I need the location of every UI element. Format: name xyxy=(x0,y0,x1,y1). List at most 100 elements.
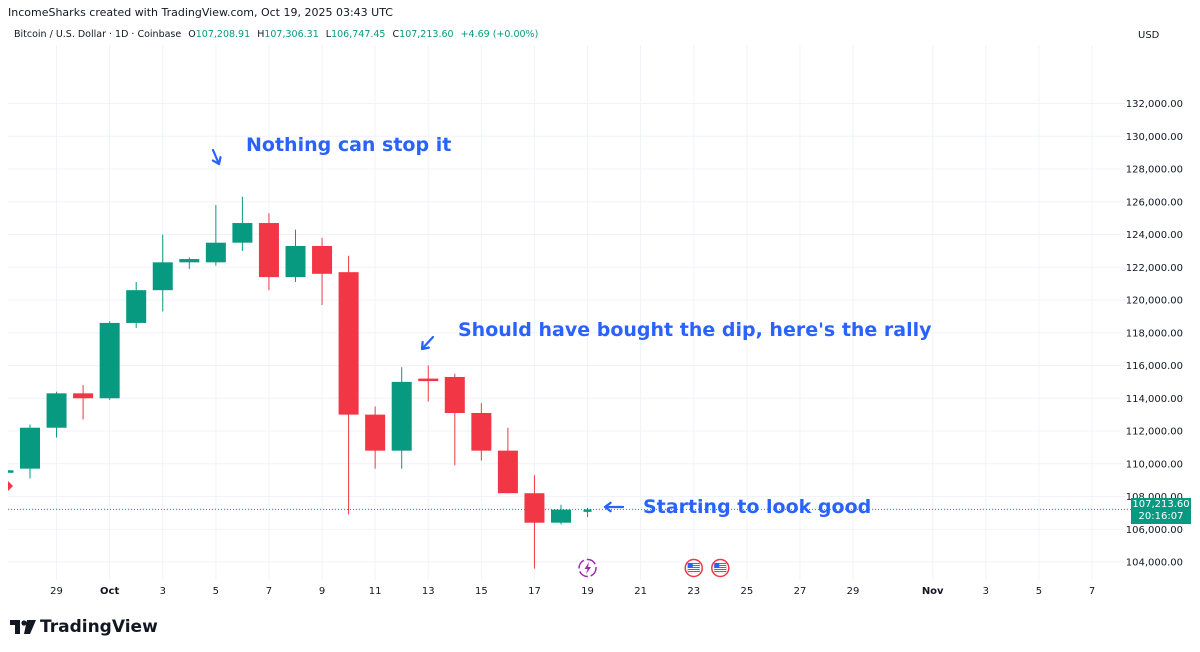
candle-sep-28[interactable] xyxy=(20,424,40,479)
symbol-info-line: Bitcoin / U.S. Dollar · 1D · Coinbase O1… xyxy=(14,29,538,40)
candle-body xyxy=(20,427,40,469)
arrow-down-left-icon xyxy=(420,335,435,351)
close-label: C xyxy=(392,29,400,40)
price-axis-label: 116,000.00 xyxy=(1126,361,1183,372)
low-value: 106,747.45 xyxy=(331,29,386,40)
candle-oct-1[interactable] xyxy=(99,321,120,400)
price-axis-label: 122,000.00 xyxy=(1126,263,1183,274)
arrow-down-icon xyxy=(211,148,221,166)
candle-oct-11[interactable] xyxy=(365,406,386,469)
tradingview-logo-icon xyxy=(10,620,36,634)
candle-oct-15[interactable] xyxy=(471,403,492,461)
time-axis-label: Oct xyxy=(100,586,119,597)
time-axis: 29 Oct 3 5 7 9 11 13 15 17 19 21 23 25 27 29 Nov 3 5 7 xyxy=(50,586,1095,597)
candle-oct-5[interactable] xyxy=(205,205,226,266)
time-axis-label: 5 xyxy=(213,586,219,597)
time-axis-label: 13 xyxy=(422,586,435,597)
candle-oct-19[interactable] xyxy=(583,507,592,518)
time-axis-label: 23 xyxy=(687,586,700,597)
candle-oct-16[interactable] xyxy=(497,427,518,494)
time-axis-label: 29 xyxy=(50,586,63,597)
price-axis-label: 106,000.00 xyxy=(1126,525,1183,536)
candle-body xyxy=(444,376,465,413)
time-axis-label: 21 xyxy=(634,586,647,597)
candle-oct-3[interactable] xyxy=(152,234,173,312)
candle-body xyxy=(551,509,571,523)
time-axis-label: 25 xyxy=(740,586,753,597)
lightning-event-icon[interactable] xyxy=(578,558,597,578)
candles xyxy=(0,196,592,569)
time-axis-label: 29 xyxy=(847,586,860,597)
time-axis-label: 7 xyxy=(266,586,272,597)
bolt-glyph xyxy=(584,562,592,574)
candle-oct-12[interactable] xyxy=(391,367,412,469)
candle-oct-2[interactable] xyxy=(126,281,147,328)
time-axis-label: 19 xyxy=(581,586,594,597)
us-flag-icon[interactable] xyxy=(684,558,703,578)
high-value: 107,306.31 xyxy=(264,29,319,40)
time-axis-label: 7 xyxy=(1089,586,1095,597)
flag-canton xyxy=(687,563,693,568)
flag-stripe xyxy=(714,563,727,564)
candle-sep-29[interactable] xyxy=(46,391,67,438)
candle-body xyxy=(391,381,412,451)
us-flag-icon[interactable] xyxy=(711,558,730,578)
annotation-nothing-can-stop-it[interactable]: Nothing can stop it xyxy=(211,134,451,166)
price-axis-label: 124,000.00 xyxy=(1126,230,1183,241)
candle-sep-27[interactable] xyxy=(0,467,14,474)
flag-stripe xyxy=(687,565,700,566)
grid-lines xyxy=(8,45,1125,580)
candle-body xyxy=(99,322,120,399)
time-axis-label: 11 xyxy=(369,586,382,597)
annotation-text: Starting to look good xyxy=(643,496,871,518)
open-value: 107,208.91 xyxy=(195,29,251,40)
price-axis-label: 112,000.00 xyxy=(1126,427,1183,438)
flag-stripe xyxy=(714,567,727,568)
open-label: O xyxy=(188,29,196,40)
symbol-name[interactable]: Bitcoin / U.S. Dollar · 1D · Coinbase xyxy=(14,29,182,40)
price-axis-label: 114,000.00 xyxy=(1126,394,1183,405)
candle-oct-14[interactable] xyxy=(444,373,465,466)
annotation-starting-to-look-good[interactable]: Starting to look good xyxy=(603,496,871,518)
candle-oct-8[interactable] xyxy=(285,229,306,282)
candle-oct-7[interactable] xyxy=(258,213,279,291)
candle-body xyxy=(205,242,226,263)
time-axis-label: 27 xyxy=(794,586,807,597)
candle-body xyxy=(258,223,279,278)
time-axis-label: 3 xyxy=(983,586,989,597)
candle-oct-9[interactable] xyxy=(312,237,333,305)
arrow-head xyxy=(211,156,222,166)
candle-oct-6[interactable] xyxy=(232,196,253,251)
time-axis-label: 15 xyxy=(475,586,488,597)
price-axis-label: 132,000.00 xyxy=(1126,99,1183,110)
candle-oct-4[interactable] xyxy=(179,257,200,269)
candle-body xyxy=(232,223,253,243)
candle-sep-30[interactable] xyxy=(73,385,94,420)
flag-stripe xyxy=(714,571,727,572)
candle-body xyxy=(418,378,439,382)
annotation-bought-the-dip[interactable]: Should have bought the dip, here's the r… xyxy=(420,319,932,351)
last-price-value: 107,213.60 xyxy=(1132,499,1190,510)
flag-stripe xyxy=(687,569,700,570)
candle-body xyxy=(46,393,67,428)
attribution-line: IncomeSharks created with TradingView.co… xyxy=(8,6,393,19)
price-axis-label: 110,000.00 xyxy=(1126,459,1183,470)
price-axis-label: 130,000.00 xyxy=(1126,132,1183,143)
candle-oct-17[interactable] xyxy=(524,475,545,569)
currency-label: USD xyxy=(1138,30,1160,41)
candle-body xyxy=(152,262,173,291)
candle-oct-18[interactable] xyxy=(551,504,571,525)
candle-oct-10[interactable] xyxy=(338,255,359,515)
candle-body xyxy=(497,450,518,494)
candle-oct-13[interactable] xyxy=(418,365,439,402)
candle-body xyxy=(73,393,94,399)
tradingview-logo[interactable]: TradingView xyxy=(10,617,158,637)
candle-body xyxy=(471,412,492,451)
time-axis-label: Nov xyxy=(922,586,944,597)
candle-body xyxy=(285,245,306,278)
close-value: 107,213.60 xyxy=(399,29,454,40)
time-axis-label: 9 xyxy=(319,586,325,597)
bar-countdown: 20:16:07 xyxy=(1138,511,1184,522)
time-axis-label: 5 xyxy=(1036,586,1042,597)
